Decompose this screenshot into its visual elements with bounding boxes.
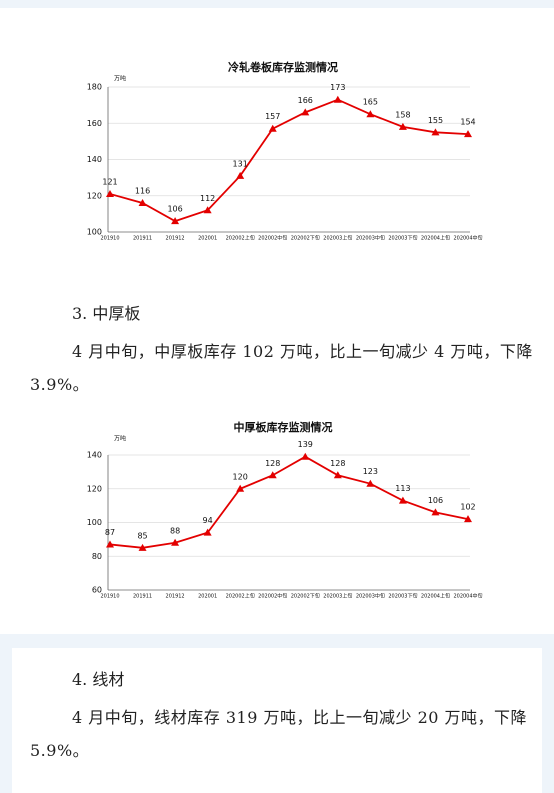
x-tick-label: 202002上旬: [226, 593, 255, 600]
data-label: 113: [395, 484, 410, 493]
section-heading: 4. 线材: [72, 670, 125, 689]
marker: [236, 171, 245, 179]
data-label: 131: [233, 159, 248, 168]
marker: [236, 484, 245, 492]
data-label: 123: [363, 467, 378, 476]
x-tick-label: 202003上旬: [323, 593, 352, 600]
marker: [366, 110, 375, 118]
panel: [12, 648, 542, 793]
marker: [106, 189, 114, 197]
y-tick-label: 60: [92, 586, 102, 595]
chart-title: 中厚板库存监测情况: [234, 420, 333, 434]
data-label: 157: [265, 112, 280, 121]
marker: [203, 206, 212, 214]
data-label: 106: [167, 205, 182, 214]
data-label: 165: [363, 98, 378, 107]
data-label: 94: [203, 516, 213, 525]
x-tick-label: 202002中旬: [258, 593, 287, 600]
data-label: 128: [330, 459, 345, 468]
paragraph: 4 月中旬，线材库存 319 万吨，比上一旬减少 20 万吨，下降 5.9%。: [30, 708, 528, 760]
x-tick-label: 202003上旬: [323, 235, 352, 242]
x-tick-label: 201910: [100, 236, 119, 242]
data-label: 155: [428, 116, 443, 125]
x-tick-label: 202001: [198, 236, 217, 242]
marker: [171, 217, 180, 225]
unit-label: 万吨: [114, 75, 126, 83]
x-tick-label: 202003中旬: [356, 235, 385, 242]
marker: [464, 130, 472, 138]
data-label: 106: [428, 496, 443, 505]
y-tick-label: 140: [87, 451, 102, 460]
data-label: 166: [298, 96, 313, 105]
x-tick-label: 201912: [166, 594, 185, 600]
x-tick-label: 201910: [100, 594, 119, 600]
marker: [171, 538, 180, 546]
x-tick-label: 202004中旬: [453, 235, 482, 242]
x-tick-label: 201911: [133, 594, 152, 600]
marker: [431, 128, 440, 136]
x-tick-label: 202003下旬: [388, 235, 417, 242]
marker: [203, 528, 212, 536]
x-tick-label: 202001: [198, 594, 217, 600]
data-label: 87: [105, 528, 115, 537]
x-tick-label: 202004中旬: [453, 593, 482, 600]
data-label: 85: [137, 531, 147, 540]
marker: [138, 543, 147, 551]
data-label: 120: [233, 472, 248, 481]
marker: [431, 508, 440, 516]
unit-label: 万吨: [114, 435, 126, 443]
x-tick-label: 202004上旬: [421, 235, 450, 242]
data-label: 88: [170, 526, 180, 535]
y-tick-label: 100: [87, 518, 102, 527]
section-heading: 3. 中厚板: [72, 304, 141, 323]
data-line: [109, 98, 469, 223]
data-label: 158: [395, 110, 410, 119]
panel: [0, 8, 554, 634]
marker: [398, 496, 407, 504]
x-tick-label: 201912: [166, 236, 185, 242]
y-tick-label: 180: [87, 83, 102, 92]
data-label: 112: [200, 194, 215, 203]
y-tick-label: 120: [87, 191, 102, 200]
x-tick-label: 202004上旬: [421, 593, 450, 600]
data-line: [109, 455, 469, 549]
marker: [301, 452, 310, 460]
marker: [366, 479, 375, 487]
marker: [398, 122, 407, 130]
data-label: 116: [135, 187, 150, 196]
y-tick-label: 140: [87, 155, 102, 164]
marker: [268, 124, 277, 132]
y-tick-label: 100: [87, 228, 102, 237]
data-label: 102: [460, 503, 475, 512]
marker: [464, 515, 472, 523]
data-label: 154: [460, 118, 475, 127]
marker: [333, 95, 342, 103]
x-tick-label: 202003中旬: [356, 593, 385, 600]
y-tick-label: 120: [87, 484, 102, 493]
x-tick-label: 202002上旬: [226, 235, 255, 242]
marker: [268, 471, 277, 479]
marker: [106, 540, 114, 548]
data-label: 173: [330, 83, 345, 92]
x-tick-label: 202002下旬: [291, 235, 320, 242]
x-tick-label: 202002下旬: [291, 593, 320, 600]
marker: [138, 199, 147, 206]
x-tick-label: 201911: [133, 236, 152, 242]
chart-title: 冷轧卷板库存监测情况: [228, 60, 338, 74]
y-tick-label: 160: [87, 119, 102, 128]
marker: [333, 471, 342, 479]
marker: [301, 108, 310, 116]
data-label: 121: [102, 177, 117, 186]
paragraph: 4 月中旬，中厚板库存 102 万吨，比上一旬减少 4 万吨，下降 3.9%。: [30, 342, 533, 394]
y-tick-label: 80: [92, 552, 102, 561]
x-tick-label: 202002中旬: [258, 235, 287, 242]
x-tick-label: 202003下旬: [388, 593, 417, 600]
data-label: 128: [265, 459, 280, 468]
data-label: 139: [298, 440, 313, 449]
